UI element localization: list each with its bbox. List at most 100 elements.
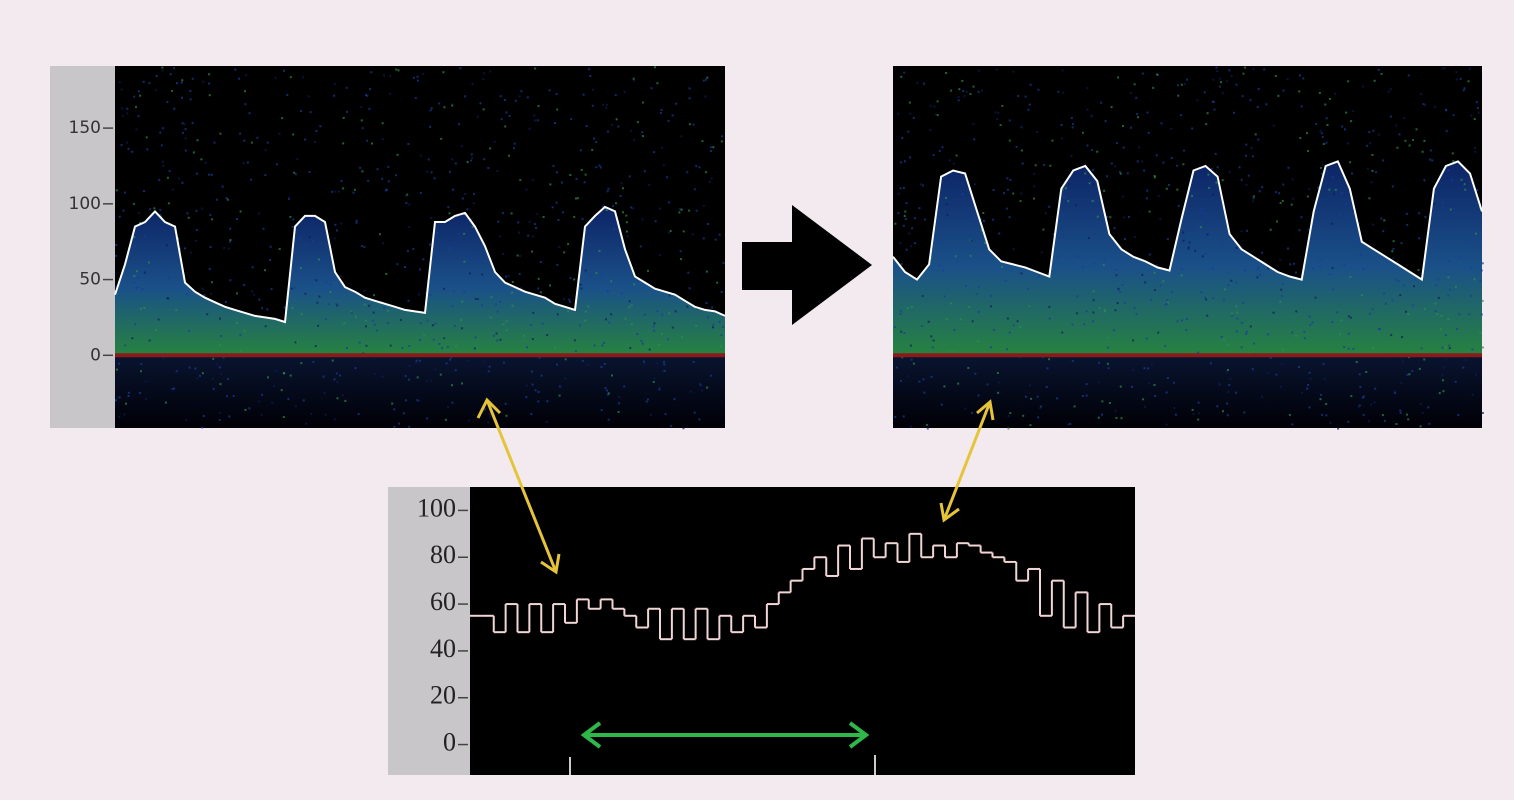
speckle-dot <box>904 160 906 163</box>
speckle-dot <box>1392 240 1395 243</box>
speckle-dot <box>1116 302 1119 304</box>
speckle-dot <box>1282 89 1285 92</box>
speckle-dot <box>1064 187 1067 190</box>
speckle-dot <box>483 72 486 75</box>
speckle-dot <box>1475 232 1478 235</box>
speckle-dot <box>536 119 539 122</box>
speckle-dot <box>675 102 678 105</box>
speckle-dot <box>1324 103 1327 106</box>
speckle-dot <box>1005 207 1008 210</box>
speckle-dot <box>381 177 384 180</box>
speckle-dot <box>1051 139 1054 142</box>
speckle-dot <box>406 193 409 196</box>
speckle-dot <box>466 161 469 163</box>
speckle-dot <box>1097 416 1100 419</box>
speckle-dot <box>1165 423 1168 426</box>
speckle-dot <box>1470 267 1473 270</box>
speckle-dot <box>1141 273 1144 276</box>
speckle-dot <box>570 118 573 121</box>
arrow-head <box>476 397 502 419</box>
speckle-dot <box>283 69 285 72</box>
speckle-dot <box>194 367 197 370</box>
speckle-dot <box>971 411 973 414</box>
speckle-dot <box>1455 71 1458 74</box>
speckle-dot <box>653 322 656 325</box>
speckle-dot <box>1027 287 1030 290</box>
speckle-dot <box>1150 363 1153 366</box>
speckle-dot <box>1115 142 1118 145</box>
speckle-dot <box>980 89 983 92</box>
speckle-dot <box>1281 283 1284 286</box>
speckle-dot <box>1131 385 1133 388</box>
speckle-dot <box>1216 405 1219 408</box>
speckle-dot <box>688 123 691 126</box>
speckle-dot <box>1176 164 1179 167</box>
speckle-dot <box>208 73 211 76</box>
speckle-dot <box>1084 172 1087 175</box>
speckle-dot <box>238 77 241 80</box>
speckle-dot <box>1134 236 1136 239</box>
speckle-dot <box>606 389 609 392</box>
speckle-dot <box>176 82 178 85</box>
speckle-dot <box>203 294 206 297</box>
speckle-dot <box>155 75 158 77</box>
speckle-dot <box>181 79 184 82</box>
speckle-dot <box>591 148 594 151</box>
speckle-dot <box>1001 104 1004 107</box>
speckle-dot <box>1201 255 1204 258</box>
speckle-dot <box>1235 330 1238 333</box>
speckle-dot <box>274 76 277 79</box>
speckle-dot <box>1441 67 1444 70</box>
speckle-dot <box>467 419 470 422</box>
speckle-dot <box>1444 346 1447 349</box>
speckle-dot <box>1469 241 1472 244</box>
speckle-dot <box>1280 385 1282 388</box>
speckle-dot <box>408 365 411 367</box>
speckle-dot <box>1070 155 1073 158</box>
speckle-dot <box>505 320 508 323</box>
speckle-dot <box>1372 129 1375 132</box>
speckle-dot <box>587 305 590 308</box>
speckle-dot <box>442 287 445 290</box>
doppler-trace <box>114 66 726 430</box>
speckle-dot <box>653 329 656 332</box>
speckle-dot <box>117 362 120 365</box>
speckle-dot <box>664 413 667 416</box>
speckle-dot <box>961 79 964 82</box>
speckle-dot <box>446 346 449 349</box>
speckle-dot <box>1117 76 1120 79</box>
speckle-dot <box>1325 141 1328 144</box>
speckle-dot <box>536 213 539 216</box>
speckle-dot <box>647 269 649 272</box>
speckle-dot <box>1090 148 1093 151</box>
speckle-dot <box>1056 255 1059 258</box>
speckle-dot <box>1383 219 1386 222</box>
speckle-dot <box>381 122 384 125</box>
speckle-dot <box>720 140 723 143</box>
speckle-dot <box>1009 178 1012 181</box>
speckle-dot <box>1392 248 1395 250</box>
speckle-dot <box>705 301 708 304</box>
speckle-dot <box>464 193 467 195</box>
speckle-dot <box>574 350 577 353</box>
speckle-dot <box>132 281 135 284</box>
speckle-dot <box>647 398 649 401</box>
speckle-dot <box>702 205 705 207</box>
speckle-dot <box>716 281 719 284</box>
speckle-dot <box>1358 404 1361 407</box>
speckle-dot <box>1240 178 1243 181</box>
speckle-dot <box>1408 373 1411 376</box>
speckle-dot <box>1462 89 1465 92</box>
speckle-dot <box>555 201 558 204</box>
speckle-dot <box>1347 315 1350 318</box>
speckle-dot <box>1240 346 1243 349</box>
speckle-dot <box>659 253 662 256</box>
speckle-dot <box>1048 317 1051 320</box>
speckle-dot <box>1040 405 1042 408</box>
speckle-dot <box>172 239 175 242</box>
speckle-dot <box>199 374 201 377</box>
speckle-dot <box>1180 114 1183 117</box>
y-tick-label: 40 <box>430 634 456 663</box>
speckle-dot <box>955 154 958 157</box>
speckle-dot <box>466 208 469 211</box>
